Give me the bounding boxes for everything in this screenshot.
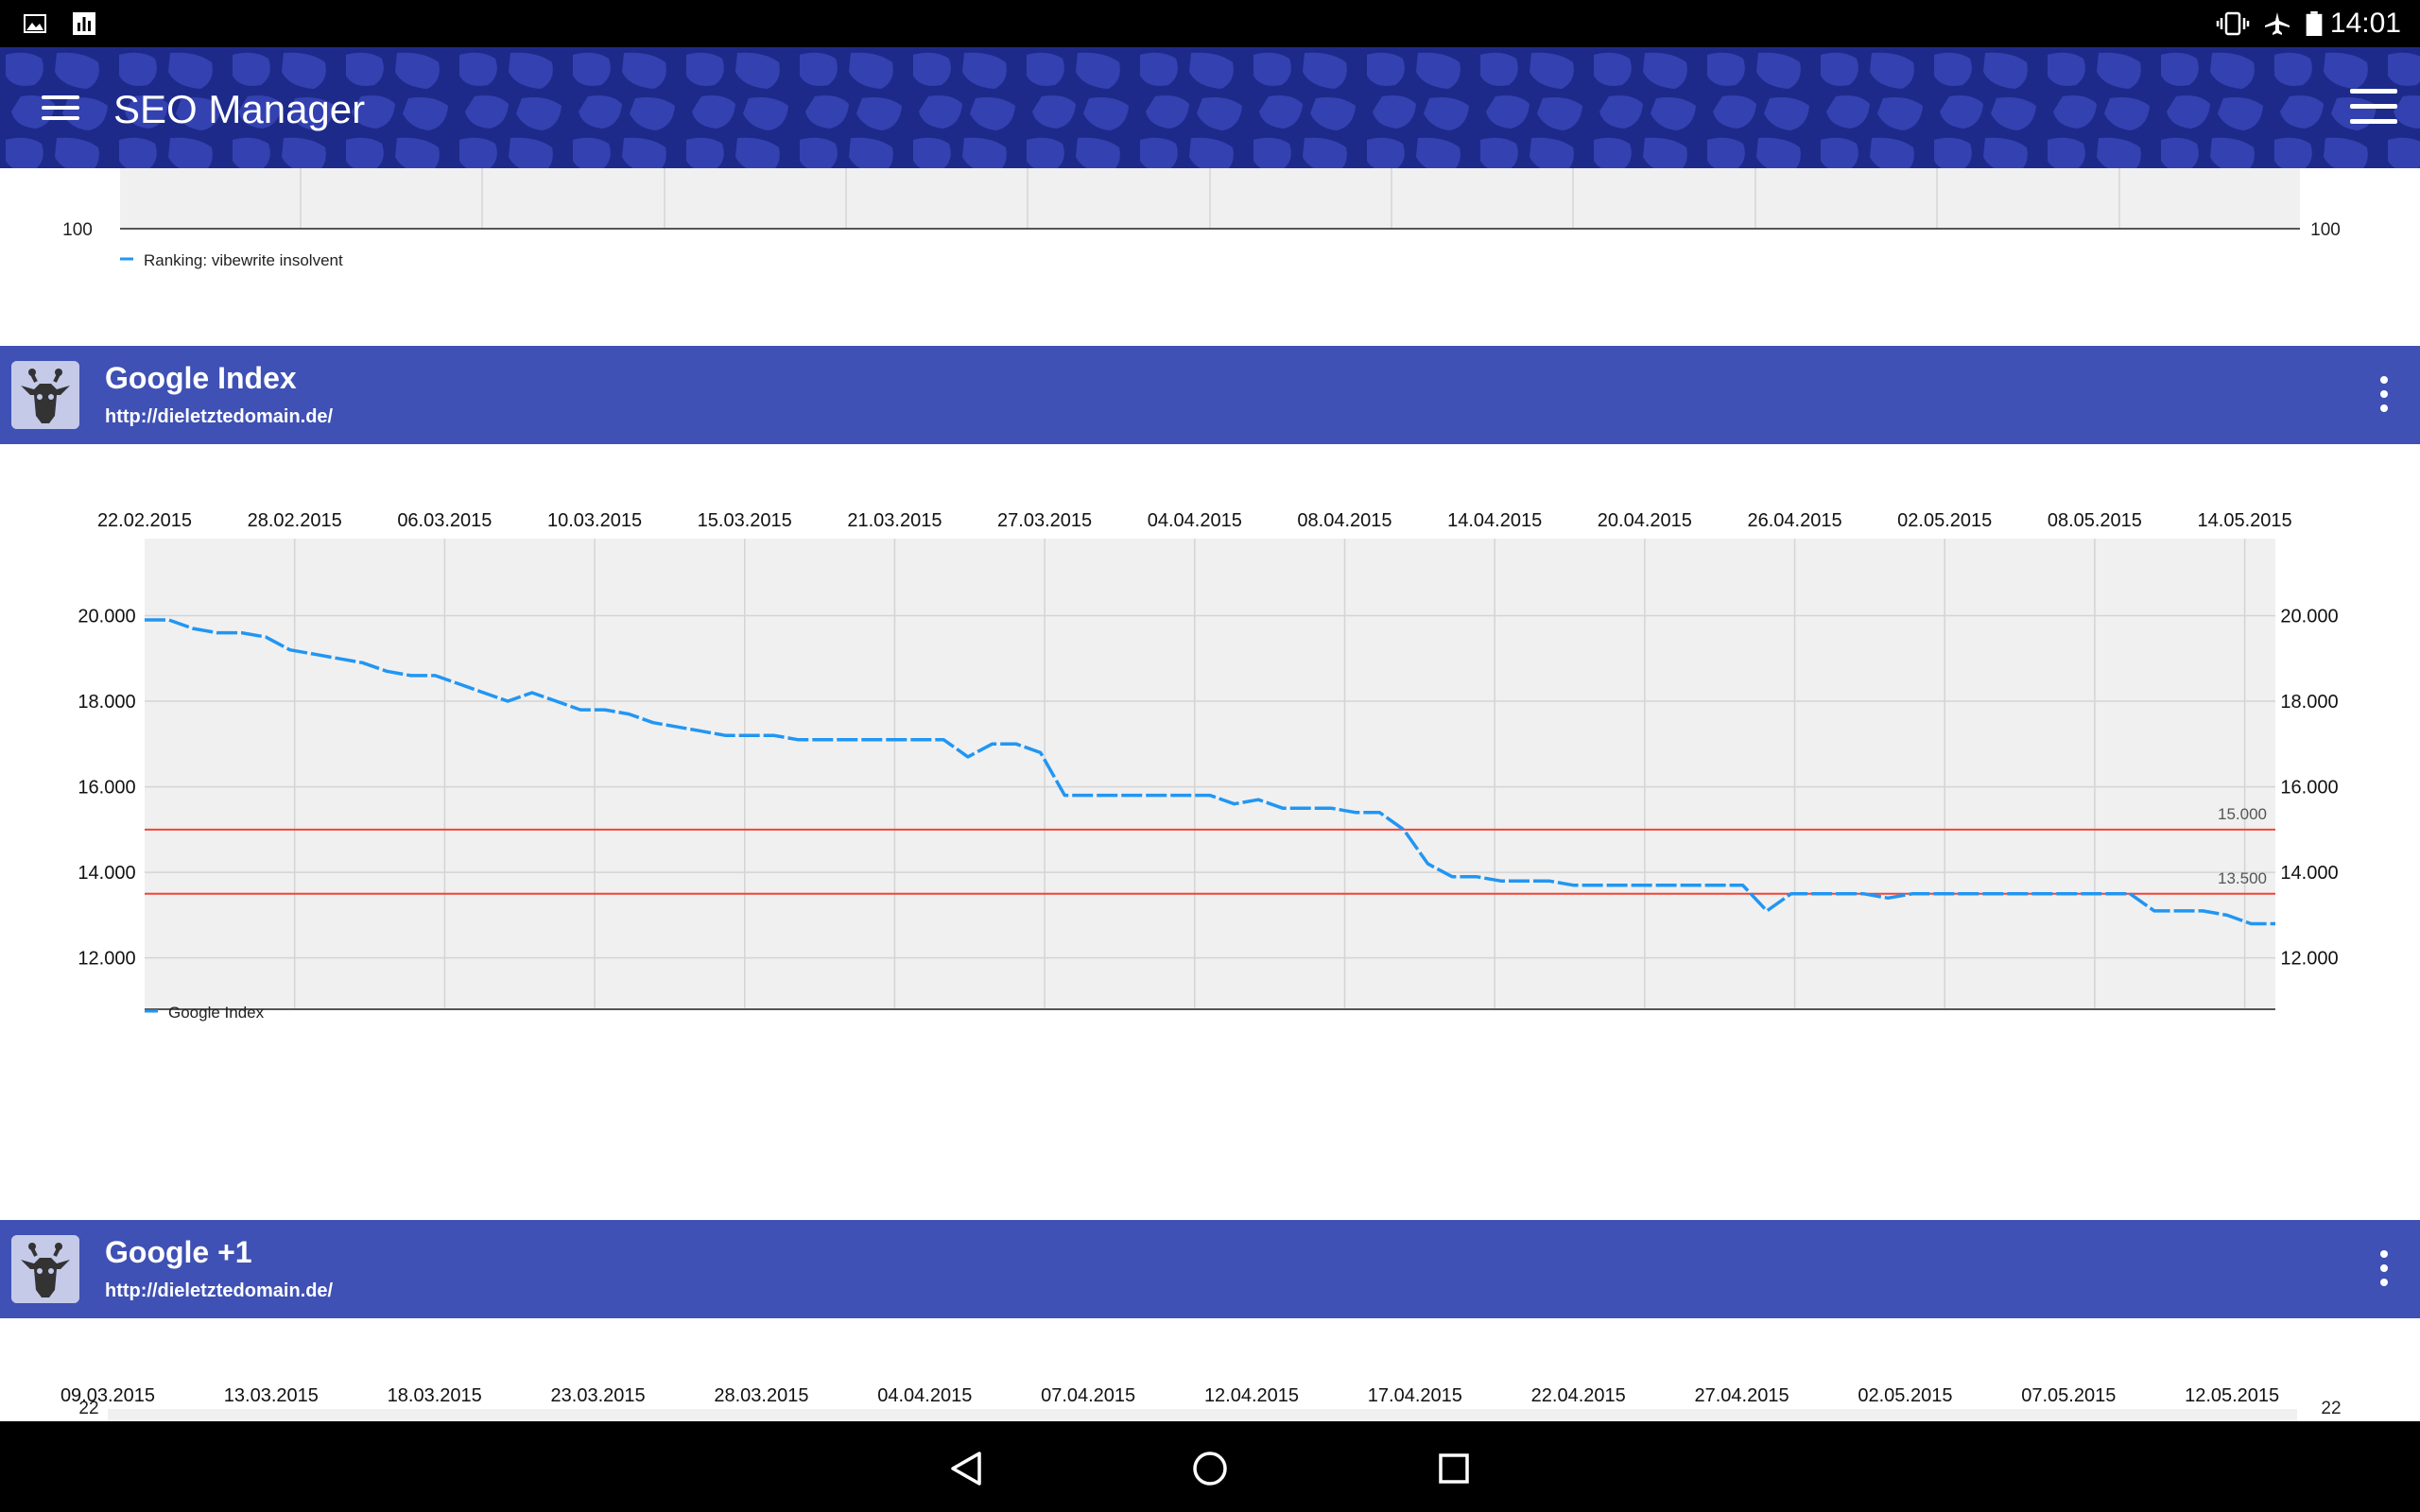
card-header-google-index: Google Index http://dieletztedomain.de/ bbox=[0, 346, 2420, 444]
google-index-y-tick-label-left: 14.000 bbox=[78, 863, 135, 884]
recents-icon[interactable] bbox=[1435, 1450, 1473, 1487]
giraffe-logo-icon bbox=[11, 361, 79, 429]
google-index-y-tick-label-left: 20.000 bbox=[78, 606, 135, 627]
gallery-icon bbox=[24, 14, 46, 33]
google-plus-one-chart: 09.03.2015 13.03.2015 18.03.2015 23.03.2015… bbox=[60, 1385, 2342, 1421]
home-icon[interactable] bbox=[1191, 1450, 1229, 1487]
google-plus-one-y-tick-left: 22 bbox=[78, 1399, 98, 1418]
google-index-x-tick-label: 04.04.2015 bbox=[1148, 510, 1242, 531]
ranking-axis-right-label: 100 bbox=[2310, 220, 2341, 240]
system-nav-bar bbox=[0, 1421, 2420, 1512]
google-index-x-tick-label: 15.03.2015 bbox=[698, 510, 792, 531]
card-more-options-button[interactable] bbox=[2378, 1250, 2390, 1288]
google-plus-one-x-tick-label: 02.05.2015 bbox=[1858, 1385, 1952, 1406]
google-plus-one-x-tick-label: 27.04.2015 bbox=[1695, 1385, 1789, 1406]
google-index-legend-label: Google Index bbox=[168, 1004, 265, 1022]
google-index-x-tick-label: 02.05.2015 bbox=[1897, 510, 1992, 531]
google-index-y-tick-label-right: 20.000 bbox=[2280, 606, 2338, 627]
google-index-x-tick-label: 27.03.2015 bbox=[997, 510, 1092, 531]
google-index-x-tick-label: 21.03.2015 bbox=[847, 510, 942, 531]
overflow-menu-button[interactable] bbox=[2350, 89, 2397, 124]
google-plus-one-x-tick-label: 13.03.2015 bbox=[224, 1385, 319, 1406]
back-icon[interactable] bbox=[947, 1450, 985, 1487]
giraffe-logo-icon bbox=[11, 1235, 79, 1303]
google-index-plot-area bbox=[145, 539, 2275, 1009]
google-plus-one-x-tick-label: 28.03.2015 bbox=[714, 1385, 808, 1406]
google-plus-one-y-tick-right: 22 bbox=[2321, 1399, 2341, 1418]
app-title: SEO Manager bbox=[113, 87, 366, 131]
google-plus-one-x-tick-label: 04.04.2015 bbox=[877, 1385, 972, 1406]
vibrate-icon bbox=[2216, 11, 2250, 36]
google-index-y-tick-label-left: 18.000 bbox=[78, 692, 135, 713]
google-index-x-tick-label: 06.03.2015 bbox=[397, 510, 492, 531]
google-index-x-tick-label: 14.04.2015 bbox=[1447, 510, 1542, 531]
google-index-x-tick-label: 20.04.2015 bbox=[1598, 510, 1692, 531]
google-plus-one-x-tick-label: 17.04.2015 bbox=[1368, 1385, 1462, 1406]
google-index-x-tick-label: 14.05.2015 bbox=[2198, 510, 2292, 531]
ranking-axis-left-label: 100 bbox=[62, 220, 93, 240]
google-plus-one-x-tick-label: 22.04.2015 bbox=[1531, 1385, 1626, 1406]
app-bar: SEO Manager bbox=[0, 47, 2420, 168]
google-plus-one-x-tick-label: 12.05.2015 bbox=[2185, 1385, 2279, 1406]
airplane-mode-icon bbox=[2265, 12, 2290, 35]
google-plus-one-x-tick-label: 07.04.2015 bbox=[1041, 1385, 1135, 1406]
google-index-y-tick-label-right: 18.000 bbox=[2280, 692, 2338, 713]
google-plus-one-x-tick-label: 18.03.2015 bbox=[388, 1385, 482, 1406]
google-plus-one-x-tick-label: 07.05.2015 bbox=[2021, 1385, 2116, 1406]
google-plus-one-x-tick-label: 12.04.2015 bbox=[1204, 1385, 1299, 1406]
chart-icon bbox=[73, 12, 95, 35]
nav-drawer-button[interactable] bbox=[42, 95, 79, 120]
google-index-x-tick-label: 22.02.2015 bbox=[97, 510, 192, 531]
ranking-legend-label: Ranking: vibewrite insolvent bbox=[144, 251, 343, 269]
google-index-reference-label: 13.500 bbox=[2218, 869, 2267, 887]
card-more-options-button[interactable] bbox=[2378, 376, 2390, 414]
google-index-chart: 22.02.2015 28.02.2015 06.03.2015 10.03.2015… bbox=[78, 510, 2338, 1022]
google-index-x-tick-label: 26.04.2015 bbox=[1747, 510, 1841, 531]
google-index-x-tick-label: 10.03.2015 bbox=[547, 510, 642, 531]
google-plus-one-plot-area bbox=[108, 1409, 2297, 1421]
status-bar: 14:01 bbox=[0, 0, 2420, 47]
card-url: http://dieletztedomain.de/ bbox=[105, 1280, 334, 1301]
google-plus-one-x-tick-label: 09.03.2015 bbox=[60, 1385, 155, 1406]
google-index-y-tick-label-right: 14.000 bbox=[2280, 863, 2338, 884]
card-url: http://dieletztedomain.de/ bbox=[105, 406, 334, 427]
google-index-y-tick-label-right: 16.000 bbox=[2280, 778, 2338, 799]
card-title: Google +1 bbox=[105, 1235, 252, 1269]
google-index-x-tick-label: 08.05.2015 bbox=[2048, 510, 2142, 531]
google-index-y-tick-label-right: 12.000 bbox=[2280, 949, 2338, 970]
google-index-y-tick-label-left: 12.000 bbox=[78, 949, 135, 970]
giraffe-pattern-background bbox=[0, 47, 2420, 168]
card-header-google-plus-one: Google +1 http://dieletztedomain.de/ bbox=[0, 1220, 2420, 1318]
google-index-reference-label: 15.000 bbox=[2218, 805, 2267, 823]
battery-icon bbox=[2306, 11, 2323, 36]
google-index-series-line bbox=[145, 618, 2275, 926]
clock: 14:01 bbox=[2329, 8, 2401, 39]
ranking-grid bbox=[300, 168, 2120, 229]
google-plus-one-x-tick-label: 23.03.2015 bbox=[551, 1385, 646, 1406]
ranking-chart: 100 100 Ranking: vibewrite insolvent bbox=[62, 168, 2341, 269]
card-title: Google Index bbox=[105, 361, 297, 395]
google-index-x-tick-label: 08.04.2015 bbox=[1297, 510, 1392, 531]
google-index-y-tick-label-left: 16.000 bbox=[78, 778, 135, 799]
google-index-x-tick-label: 28.02.2015 bbox=[248, 510, 342, 531]
